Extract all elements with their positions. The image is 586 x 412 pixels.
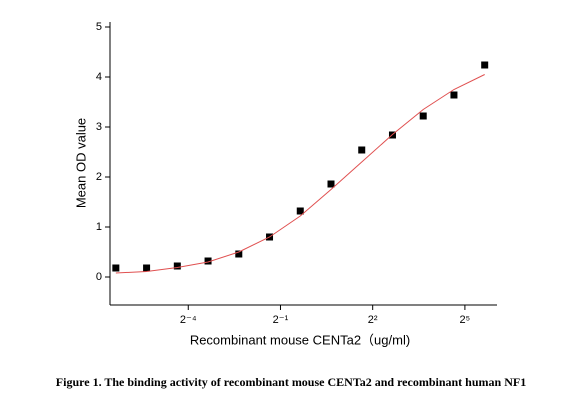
y-tick-label: 2 xyxy=(96,171,102,183)
x-tick-label: 2⁻¹ xyxy=(273,314,289,326)
x-axis-label: Recombinant mouse CENTa2（ug/ml) xyxy=(190,332,410,347)
x-tick-label: 2² xyxy=(368,314,378,326)
y-tick-label: 3 xyxy=(96,121,102,133)
fit-curve xyxy=(115,74,485,274)
point xyxy=(204,257,212,265)
point xyxy=(450,91,458,99)
y-tick-label: 1 xyxy=(96,221,102,233)
y-tick-label: 5 xyxy=(96,21,102,33)
point xyxy=(173,262,181,270)
caption: Figure 1. The binding activity of recomb… xyxy=(56,375,526,389)
y-tick-label: 0 xyxy=(96,271,102,283)
point xyxy=(419,112,427,120)
x-tick-label: 2⁻⁴ xyxy=(180,314,197,326)
x-tick-label: 2⁵ xyxy=(460,314,471,326)
point xyxy=(143,264,151,272)
point xyxy=(481,61,489,69)
y-tick-label: 4 xyxy=(96,71,102,83)
point xyxy=(327,180,335,188)
point xyxy=(235,250,243,258)
point xyxy=(358,146,366,154)
y-axis-label: Mean OD value xyxy=(73,118,88,208)
point xyxy=(296,207,304,215)
point xyxy=(112,264,120,272)
